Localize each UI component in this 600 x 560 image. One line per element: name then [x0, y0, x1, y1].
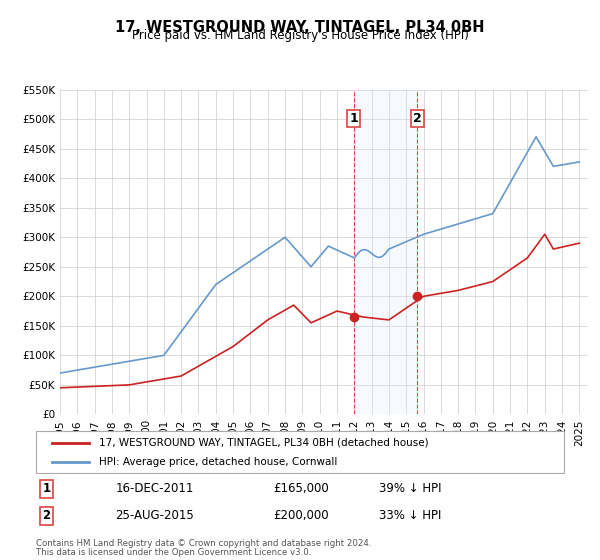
Text: 33% ↓ HPI: 33% ↓ HPI — [379, 510, 442, 522]
Text: £165,000: £165,000 — [274, 482, 329, 496]
Text: 25-AUG-2015: 25-AUG-2015 — [115, 510, 194, 522]
FancyBboxPatch shape — [36, 431, 564, 473]
Text: 17, WESTGROUND WAY, TINTAGEL, PL34 0BH: 17, WESTGROUND WAY, TINTAGEL, PL34 0BH — [115, 20, 485, 35]
Text: 1: 1 — [349, 113, 358, 125]
Text: Price paid vs. HM Land Registry's House Price Index (HPI): Price paid vs. HM Land Registry's House … — [131, 29, 469, 42]
Text: 1: 1 — [43, 482, 50, 496]
Text: HPI: Average price, detached house, Cornwall: HPI: Average price, detached house, Corn… — [100, 457, 338, 467]
Text: 2: 2 — [413, 113, 422, 125]
Text: 17, WESTGROUND WAY, TINTAGEL, PL34 0BH (detached house): 17, WESTGROUND WAY, TINTAGEL, PL34 0BH (… — [100, 437, 429, 447]
Text: 16-DEC-2011: 16-DEC-2011 — [115, 482, 194, 496]
Text: This data is licensed under the Open Government Licence v3.0.: This data is licensed under the Open Gov… — [36, 548, 311, 557]
Bar — [353, 90, 418, 414]
Text: Contains HM Land Registry data © Crown copyright and database right 2024.: Contains HM Land Registry data © Crown c… — [36, 539, 371, 548]
Text: 2: 2 — [43, 510, 50, 522]
Text: 39% ↓ HPI: 39% ↓ HPI — [379, 482, 442, 496]
Text: £200,000: £200,000 — [274, 510, 329, 522]
